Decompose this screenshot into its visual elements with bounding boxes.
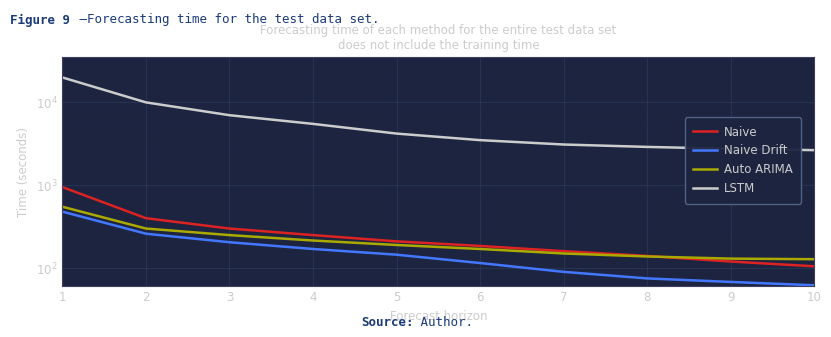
Line: Auto ARIMA: Auto ARIMA bbox=[62, 207, 814, 259]
Auto ARIMA bbox=[725, 256, 735, 261]
LSTM bbox=[391, 131, 401, 135]
Text: Figure 9: Figure 9 bbox=[10, 13, 70, 27]
Line: Naive Drift: Naive Drift bbox=[62, 212, 814, 285]
Naive bbox=[475, 244, 485, 248]
LSTM bbox=[224, 113, 234, 117]
Naive bbox=[809, 264, 819, 268]
Auto ARIMA bbox=[558, 251, 568, 255]
Naive bbox=[391, 239, 401, 243]
X-axis label: Forecast horizon: Forecast horizon bbox=[390, 310, 487, 323]
Line: Naive: Naive bbox=[62, 187, 814, 266]
LSTM bbox=[809, 148, 819, 152]
Auto ARIMA bbox=[308, 239, 318, 243]
Auto ARIMA bbox=[224, 233, 234, 237]
LSTM bbox=[141, 100, 151, 104]
Naive Drift bbox=[642, 276, 652, 280]
Naive Drift bbox=[809, 283, 819, 287]
Naive Drift bbox=[224, 240, 234, 244]
Auto ARIMA bbox=[391, 243, 401, 247]
Naive bbox=[141, 216, 151, 220]
Naive Drift bbox=[558, 270, 568, 274]
LSTM bbox=[475, 138, 485, 142]
Naive Drift bbox=[391, 253, 401, 257]
Naive Drift bbox=[141, 232, 151, 236]
Naive bbox=[558, 249, 568, 253]
LSTM bbox=[558, 143, 568, 147]
Auto ARIMA bbox=[57, 205, 67, 209]
Y-axis label: Time (seconds): Time (seconds) bbox=[17, 127, 30, 217]
Text: Author.: Author. bbox=[413, 315, 473, 329]
Naive Drift bbox=[57, 210, 67, 214]
Auto ARIMA bbox=[141, 226, 151, 231]
LSTM bbox=[57, 75, 67, 80]
Naive Drift bbox=[725, 280, 735, 284]
Legend: Naive, Naive Drift, Auto ARIMA, LSTM: Naive, Naive Drift, Auto ARIMA, LSTM bbox=[685, 117, 801, 204]
LSTM bbox=[642, 145, 652, 149]
LSTM bbox=[308, 122, 318, 126]
Naive bbox=[57, 185, 67, 189]
Naive Drift bbox=[308, 247, 318, 251]
Naive bbox=[642, 254, 652, 258]
Line: LSTM: LSTM bbox=[62, 78, 814, 150]
Text: –Forecasting time for the test data set.: –Forecasting time for the test data set. bbox=[72, 13, 380, 27]
LSTM bbox=[725, 147, 735, 151]
Naive bbox=[224, 226, 234, 231]
Auto ARIMA bbox=[809, 257, 819, 261]
Title: Forecasting time of each method for the entire test data set
does not include th: Forecasting time of each method for the … bbox=[260, 24, 617, 52]
Auto ARIMA bbox=[642, 254, 652, 258]
Naive bbox=[308, 233, 318, 237]
Naive Drift bbox=[475, 261, 485, 265]
Auto ARIMA bbox=[475, 247, 485, 251]
Text: Source:: Source: bbox=[361, 315, 414, 329]
Naive bbox=[725, 259, 735, 264]
